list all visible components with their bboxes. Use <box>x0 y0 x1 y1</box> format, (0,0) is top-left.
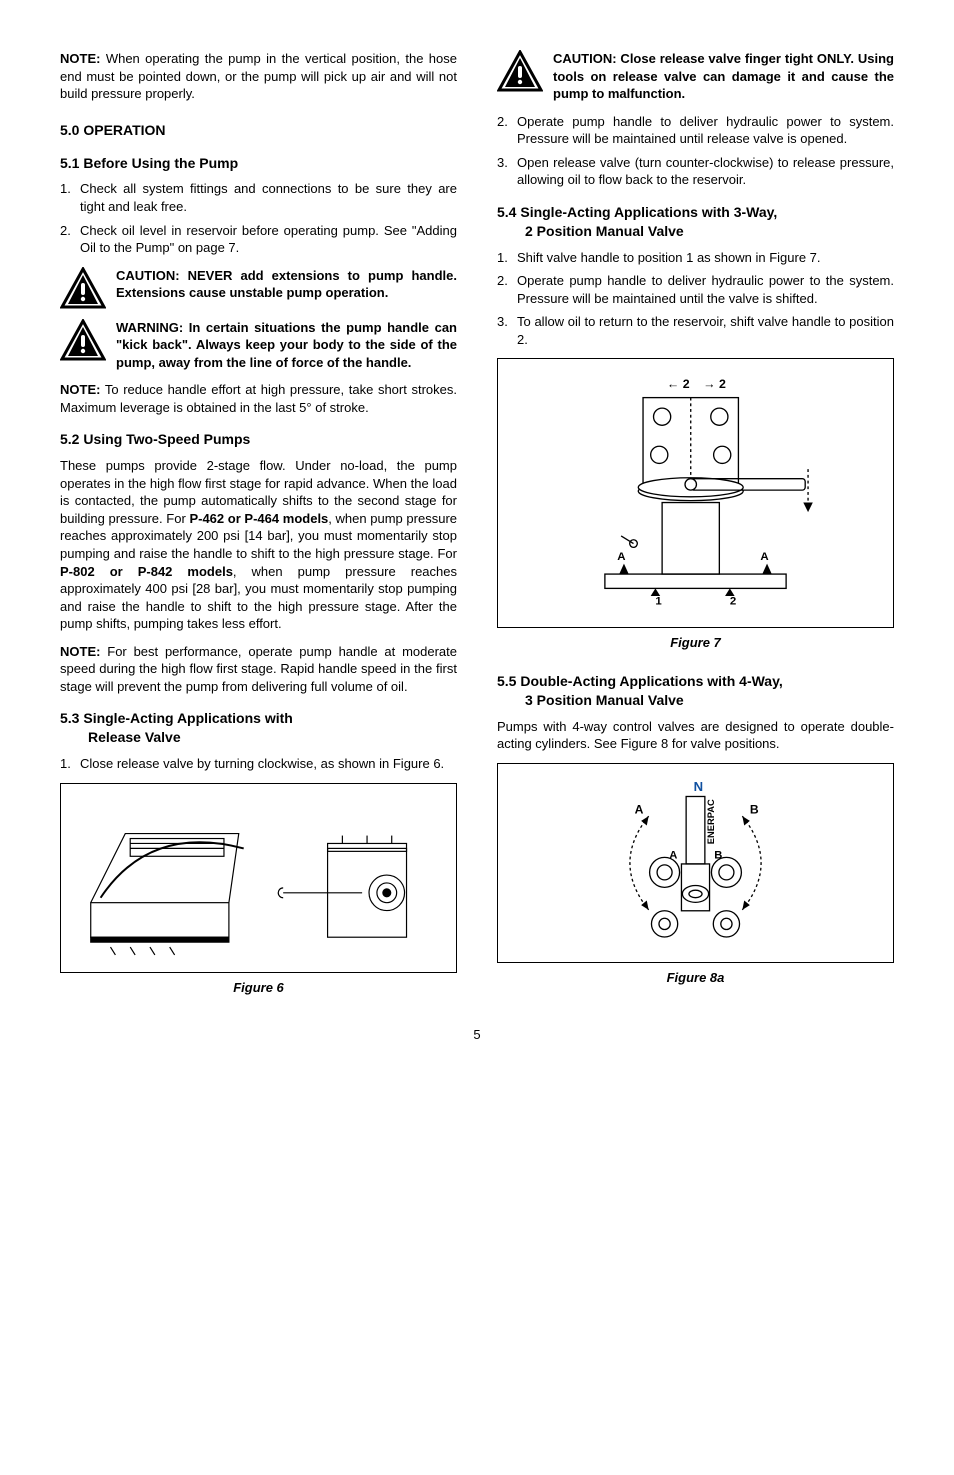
warning-triangle-icon <box>60 267 106 309</box>
list-5-4: 1.Shift valve handle to position 1 as sh… <box>497 249 894 349</box>
note-top: NOTE: When operating the pump in the ver… <box>60 50 457 103</box>
figure-7-caption: Figure 7 <box>497 634 894 652</box>
para-5-5: Pumps with 4-way control valves are desi… <box>497 718 894 753</box>
section-5-4: 5.4 Single-Acting Applications with 3-Wa… <box>497 203 894 241</box>
section-5-1: 5.1 Before Using the Pump <box>60 154 457 173</box>
note-body: For best performance, operate pump handl… <box>60 644 457 694</box>
section-5-5: 5.5 Double-Acting Applications with 4-Wa… <box>497 672 894 710</box>
caution-text: CAUTION: NEVER add extensions to pump ha… <box>116 267 457 302</box>
list-item: 3.To allow oil to return to the reservoi… <box>497 313 894 348</box>
section-5-3: 5.3 Single-Acting Applications with Rele… <box>60 709 457 747</box>
list-item: 2.Check oil level in reservoir before op… <box>60 222 457 257</box>
para-5-2a: These pumps provide 2-stage flow. Under … <box>60 457 457 632</box>
note-5-1: NOTE: To reduce handle effort at high pr… <box>60 381 457 416</box>
section-5-2: 5.2 Using Two-Speed Pumps <box>60 430 457 449</box>
caution-block-top-right: CAUTION: Close release valve finger tigh… <box>497 50 894 103</box>
note-top-prefix: NOTE: <box>60 51 100 66</box>
section-5-0: 5.0 OPERATION <box>60 121 457 140</box>
svg-text:N: N <box>694 779 703 794</box>
figure-6-caption: Figure 6 <box>60 979 457 997</box>
caution-block-5-1: CAUTION: NEVER add extensions to pump ha… <box>60 267 457 309</box>
warning-triangle-icon <box>497 50 543 92</box>
svg-text:A: A <box>635 802 644 816</box>
list-5-3: 1.Close release valve by turning clockwi… <box>60 755 457 773</box>
svg-text:A: A <box>617 551 625 563</box>
svg-text:2: 2 <box>730 596 736 608</box>
note-top-body: When operating the pump in the vertical … <box>60 51 457 101</box>
list-5-1: 1.Check all system fittings and connecti… <box>60 180 457 256</box>
figure-8a: N ENERPAC A A B B <box>497 763 894 963</box>
svg-text:→ 2: → 2 <box>703 377 726 391</box>
page-number: 5 <box>60 1026 894 1044</box>
svg-text:B: B <box>750 802 759 816</box>
svg-text:1: 1 <box>655 596 662 608</box>
note-body: To reduce handle effort at high pressure… <box>60 382 457 415</box>
warning-block-5-1: WARNING: In certain situations the pump … <box>60 319 457 372</box>
list-item: 2.Operate pump handle to deliver hydraul… <box>497 272 894 307</box>
svg-text:ENERPAC: ENERPAC <box>706 799 716 844</box>
list-item: 1.Check all system fittings and connecti… <box>60 180 457 215</box>
figure-6 <box>60 783 457 973</box>
figure-7: ← 2 → 2 <box>497 358 894 628</box>
warning-triangle-icon <box>60 319 106 361</box>
list-item: 3.Open release valve (turn counter-clock… <box>497 154 894 189</box>
warning-text: WARNING: In certain situations the pump … <box>116 319 457 372</box>
svg-text:← 2: ← 2 <box>667 377 690 391</box>
figure-8a-caption: Figure 8a <box>497 969 894 987</box>
list-item: 1.Shift valve handle to position 1 as sh… <box>497 249 894 267</box>
note-prefix: NOTE: <box>60 644 100 659</box>
list-5-3b: 2.Operate pump handle to deliver hydraul… <box>497 113 894 189</box>
list-item: 2.Operate pump handle to deliver hydraul… <box>497 113 894 148</box>
svg-text:A: A <box>760 551 768 563</box>
list-item: 1.Close release valve by turning clockwi… <box>60 755 457 773</box>
caution-text: CAUTION: Close release valve finger tigh… <box>553 50 894 103</box>
note-5-2: NOTE: For best performance, operate pump… <box>60 643 457 696</box>
note-prefix: NOTE: <box>60 382 100 397</box>
